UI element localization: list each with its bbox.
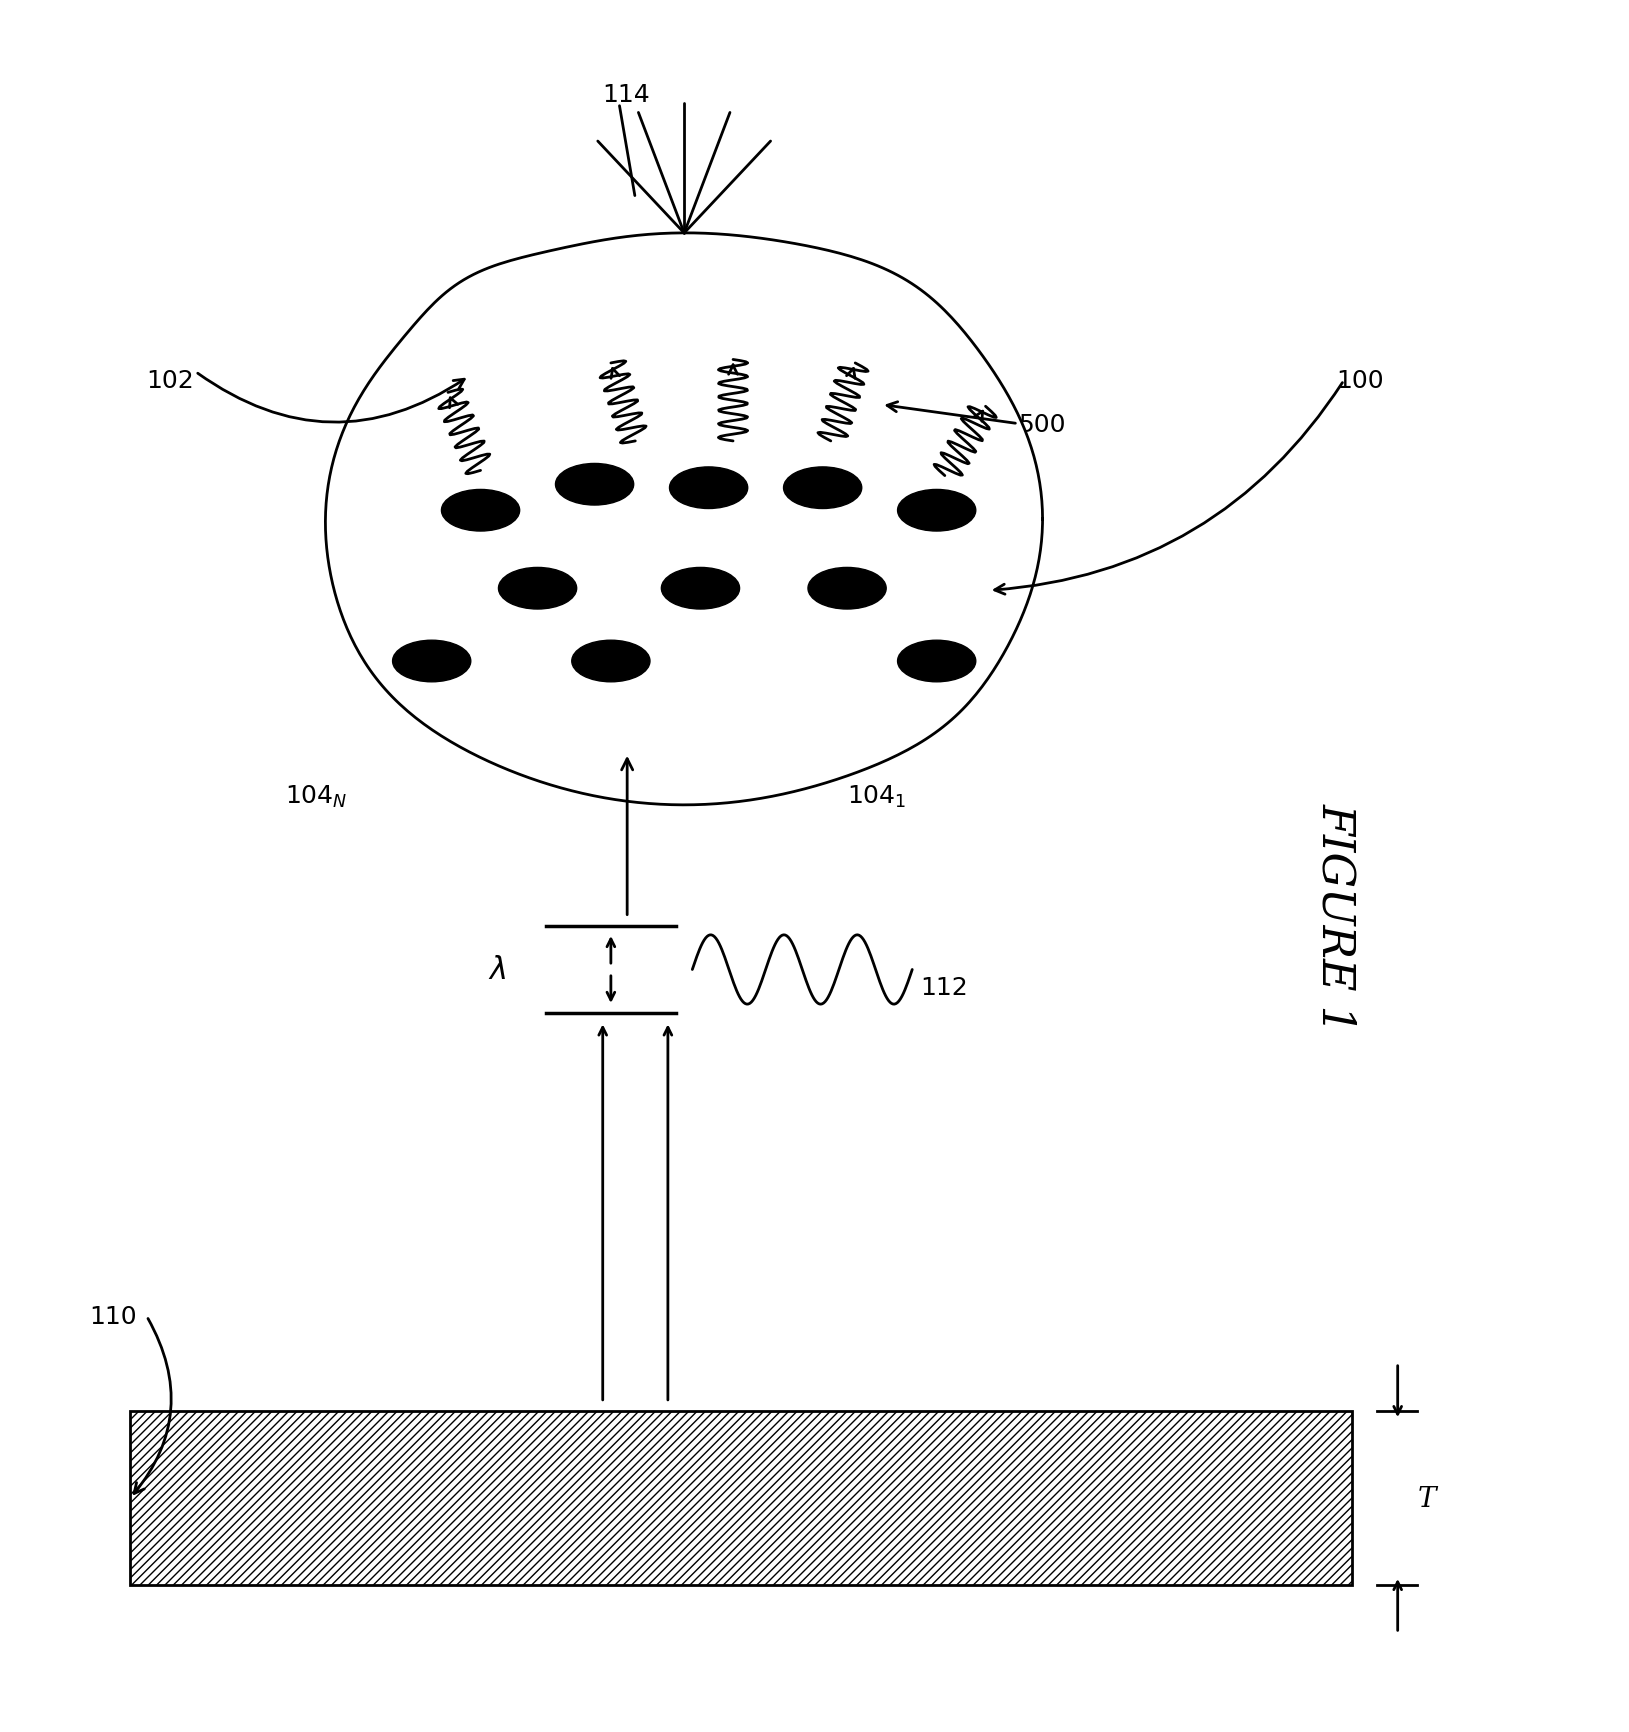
Text: 112: 112 xyxy=(920,975,968,999)
Text: $104_1$: $104_1$ xyxy=(847,783,907,811)
Ellipse shape xyxy=(555,464,634,506)
Bar xyxy=(130,1412,1352,1585)
Ellipse shape xyxy=(784,468,862,509)
Ellipse shape xyxy=(572,641,650,682)
Ellipse shape xyxy=(498,568,577,610)
Text: T: T xyxy=(1417,1484,1435,1512)
Ellipse shape xyxy=(898,641,976,682)
Text: 110: 110 xyxy=(90,1304,137,1328)
Polygon shape xyxy=(326,234,1043,805)
Ellipse shape xyxy=(661,568,740,610)
Ellipse shape xyxy=(670,468,748,509)
Text: 100: 100 xyxy=(1336,369,1383,393)
Ellipse shape xyxy=(808,568,886,610)
Text: $\lambda$: $\lambda$ xyxy=(487,956,507,984)
Text: $104_N$: $104_N$ xyxy=(285,783,347,811)
Text: FIGURE 1: FIGURE 1 xyxy=(1315,804,1357,1032)
Ellipse shape xyxy=(898,490,976,532)
Ellipse shape xyxy=(441,490,520,532)
Text: 114: 114 xyxy=(603,83,650,107)
Ellipse shape xyxy=(393,641,471,682)
Text: 102: 102 xyxy=(147,369,194,393)
Text: 500: 500 xyxy=(1018,412,1065,436)
